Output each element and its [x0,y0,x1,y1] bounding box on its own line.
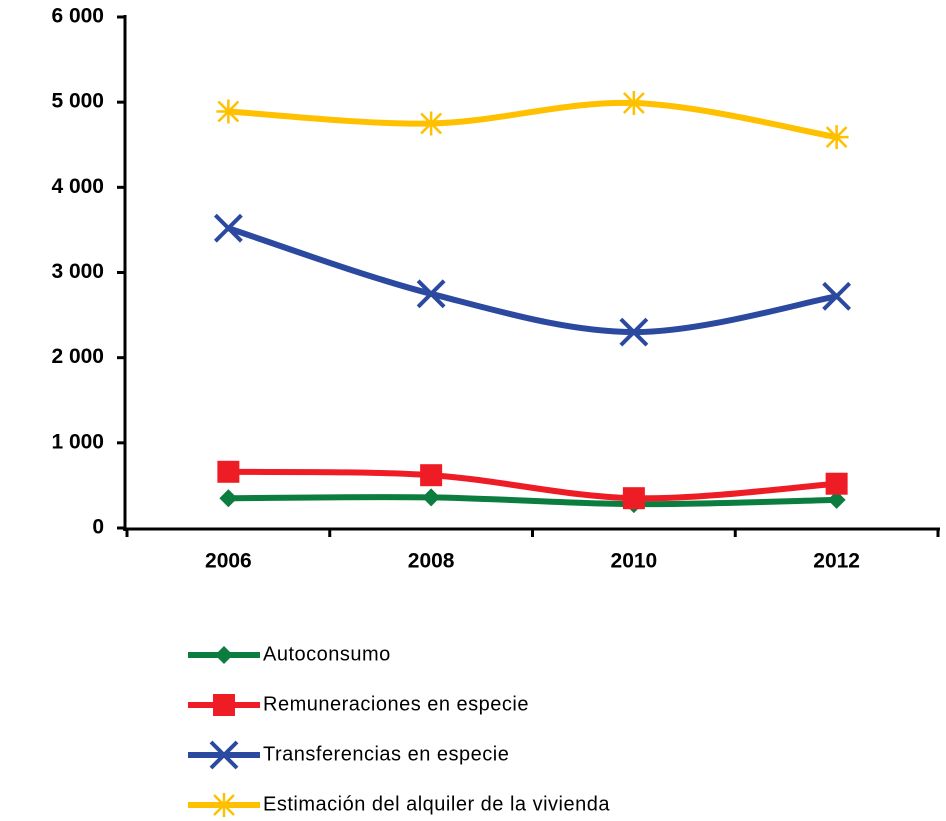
series-line [228,468,837,502]
y-tick-label: 3 000 [51,260,104,283]
y-tick-label: 1 000 [51,430,104,453]
legend-label: Autoconsumo [263,643,391,665]
data-point [822,281,852,311]
data-point [213,213,243,243]
series-line [228,99,838,141]
data-point [422,488,441,507]
data-point [416,279,446,309]
y-tick-label: 6 000 [51,5,104,28]
legend-marker [212,793,236,817]
data-point [216,99,241,124]
x-tick-label: 2012 [813,550,860,573]
legend-marker [213,694,235,716]
data-point [825,472,848,495]
data-point [420,464,443,487]
data-point [824,125,849,150]
data-point [621,91,646,116]
y-tick-label: 5 000 [51,90,104,113]
y-tick-label: 4 000 [51,175,104,198]
legend-label: Estimación del alquiler de la vivienda [263,793,610,815]
legend-label: Remuneraciones en especie [263,693,529,715]
x-tick-label: 2006 [205,550,252,573]
legend-marker [215,646,233,664]
data-point [419,111,444,136]
x-tick-label: 2010 [611,550,658,573]
data-point [219,489,238,508]
legend-marker [209,740,239,770]
legend-label: Transferencias en especie [263,743,509,765]
series-line [228,494,837,508]
data-point [622,487,645,510]
data-point [827,490,846,509]
series-line [227,225,838,336]
y-tick-label: 2 000 [51,345,104,368]
x-tick-label: 2008 [408,550,455,573]
data-point [619,317,649,347]
y-tick-label: 0 [92,516,104,539]
data-point [217,460,240,483]
